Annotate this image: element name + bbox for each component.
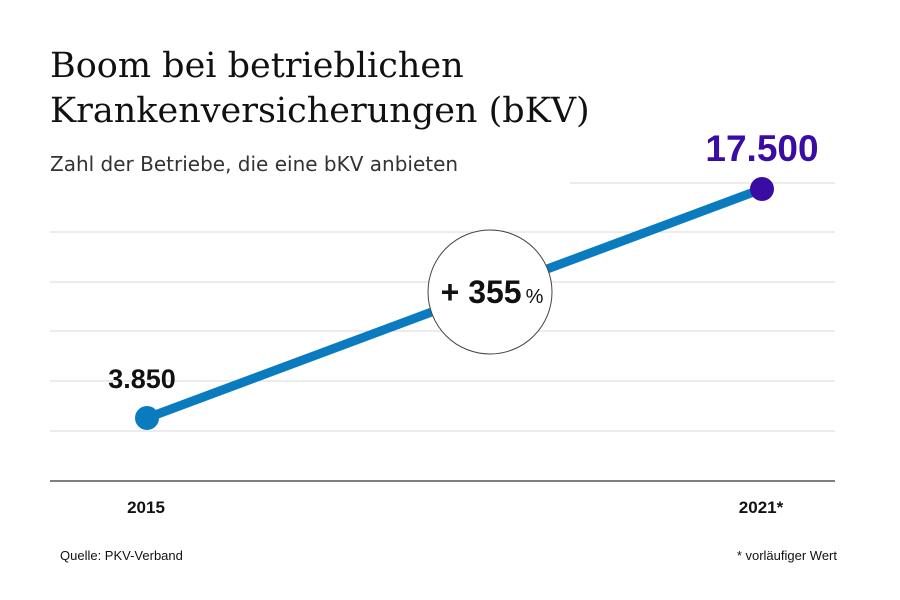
title-line-1: Boom bei betrieblichen <box>50 46 464 86</box>
data-point-2021 <box>750 177 774 201</box>
x-tick-label: 2021* <box>739 498 784 517</box>
source-note: Quelle: PKV-Verband <box>60 548 183 563</box>
title-line-2: Krankenversicherungen (bKV) <box>50 91 590 131</box>
chart-title: Boom bei betrieblichen Krankenversicheru… <box>50 44 750 134</box>
data-point-2015 <box>135 406 159 430</box>
chart-subtitle: Zahl der Betriebe, die eine bKV anbieten <box>50 152 459 176</box>
value-label-2021: 17.500 <box>705 128 818 169</box>
value-label-2015: 3.850 <box>108 364 176 394</box>
change-badge: + 355% <box>427 229 553 355</box>
footnote: * vorläufiger Wert <box>736 548 837 563</box>
change-badge-unit: % <box>526 286 544 308</box>
x-tick-labels: 2015 2021* <box>127 498 784 517</box>
change-badge-value: + 355 <box>441 274 522 310</box>
change-badge-circle <box>427 229 553 355</box>
data-labels: 3.850 17.500 <box>108 128 818 394</box>
x-tick-label: 2015 <box>127 498 165 517</box>
change-badge-text: + 355% <box>441 274 544 310</box>
